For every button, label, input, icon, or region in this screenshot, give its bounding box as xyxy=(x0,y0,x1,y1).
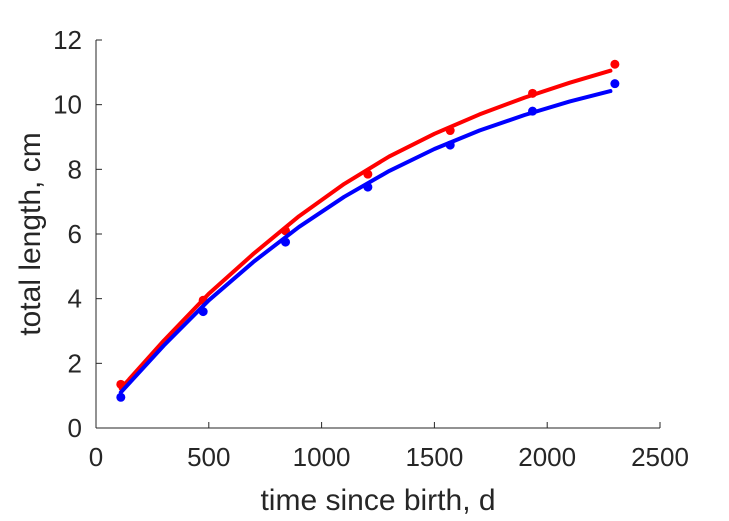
data-point xyxy=(610,59,620,69)
data-point xyxy=(281,237,291,247)
y-tick-label: 10 xyxy=(53,90,82,120)
y-tick-label: 6 xyxy=(68,219,82,249)
y-tick-label: 2 xyxy=(68,348,82,378)
x-tick-label: 1500 xyxy=(405,442,463,472)
data-point xyxy=(363,169,373,179)
data-point xyxy=(116,392,126,402)
y-ticks: 0 2 4 6 8 10 12 xyxy=(53,25,102,443)
y-tick-label: 8 xyxy=(68,154,82,184)
x-tick-label: 2500 xyxy=(631,442,689,472)
y-axis-label: total length, cm xyxy=(14,132,47,335)
x-tick-label: 1000 xyxy=(293,442,351,472)
x-tick-label: 500 xyxy=(187,442,230,472)
y-tick-label: 4 xyxy=(68,284,82,314)
y-tick-label: 12 xyxy=(53,25,82,55)
data-point xyxy=(445,140,455,150)
series-1 xyxy=(116,79,620,402)
series-layer xyxy=(116,59,620,402)
x-axis-label: time since birth, d xyxy=(260,484,495,517)
fit-line xyxy=(118,68,613,391)
x-ticks: 0 500 1000 1500 2000 2500 xyxy=(89,422,689,472)
data-point xyxy=(116,379,126,389)
x-tick-label: 0 xyxy=(89,442,103,472)
data-point xyxy=(363,182,373,192)
data-point xyxy=(528,106,538,116)
y-tick-label: 0 xyxy=(68,413,82,443)
x-tick-label: 2000 xyxy=(518,442,576,472)
data-point xyxy=(445,126,455,136)
data-point xyxy=(528,88,538,98)
data-point xyxy=(198,307,208,317)
fit-line xyxy=(118,89,613,395)
data-point xyxy=(610,79,620,89)
series-0 xyxy=(116,59,620,391)
